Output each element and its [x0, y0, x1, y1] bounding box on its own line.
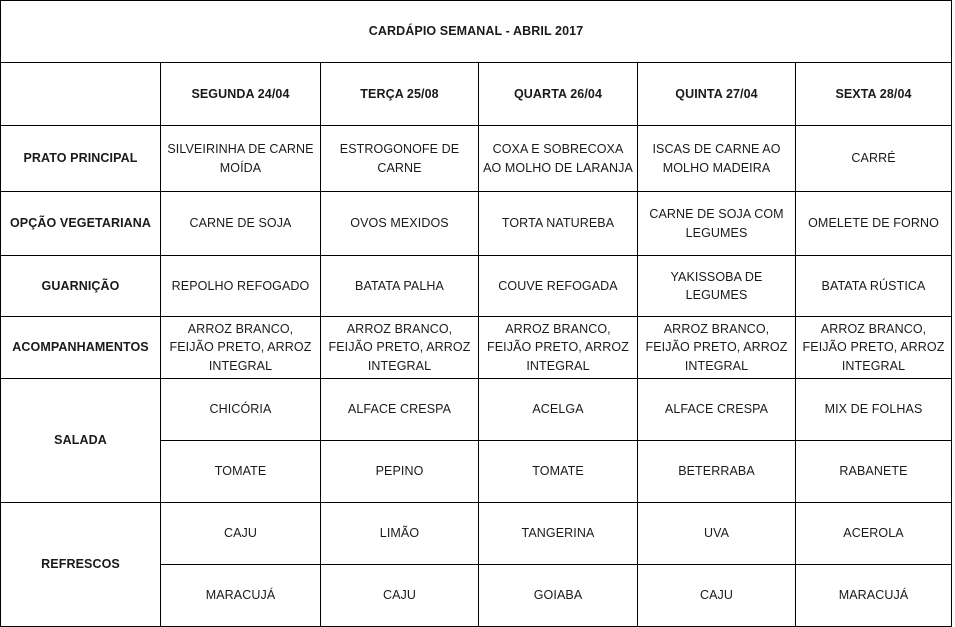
- table-row-refrescos-primary: REFRESCOS CAJU LIMÃO TANGERINA UVA ACERO…: [0, 502, 953, 627]
- day-header-segunda: SEGUNDA 24/04: [160, 62, 321, 126]
- table-row-salada-primary: SALADA CHICÓRIA ALFACE CRESPA ACELGA ALF…: [0, 378, 953, 503]
- cell-salada-segunda-1: CHICÓRIA: [160, 378, 321, 441]
- cell-prato-principal-quarta: COXA E SOBRECOXA AO MOLHO DE LARANJA: [478, 125, 638, 192]
- cell-acompanhamentos-quinta: ARROZ BRANCO, FEIJÃO PRETO, ARROZ INTEGR…: [637, 316, 796, 379]
- cell-refrescos-quarta-1: TANGERINA: [478, 502, 638, 565]
- cell-acompanhamentos-sexta: ARROZ BRANCO, FEIJÃO PRETO, ARROZ INTEGR…: [794, 316, 953, 379]
- cell-salada-quarta-2: TOMATE: [478, 440, 638, 503]
- cell-prato-principal-quinta: ISCAS DE CARNE AO MOLHO MADEIRA: [637, 125, 796, 192]
- cell-refrescos-segunda-1: CAJU: [160, 502, 321, 565]
- table-row-prato-principal: PRATO PRINCIPAL SILVEIRINHA DE CARNE MOÍ…: [0, 125, 953, 192]
- cell-opcao-vegetariana-terca: OVOS MEXIDOS: [320, 191, 479, 256]
- cell-refrescos-quinta-2: CAJU: [637, 564, 796, 627]
- cell-guarnicao-segunda: REPOLHO REFOGADO: [160, 255, 321, 317]
- day-header-sexta: SEXTA 28/04: [794, 62, 953, 126]
- day-header-terca: TERÇA 25/08: [320, 62, 479, 126]
- cell-salada-terca-1: ALFACE CRESPA: [320, 378, 479, 441]
- day-header-quinta: QUINTA 27/04: [637, 62, 796, 126]
- cell-acompanhamentos-segunda: ARROZ BRANCO, FEIJÃO PRETO, ARROZ INTEGR…: [160, 316, 321, 379]
- day-header-quarta: QUARTA 26/04: [478, 62, 638, 126]
- row-label-refrescos: REFRESCOS: [0, 502, 161, 627]
- cell-salada-quarta-1: ACELGA: [478, 378, 638, 441]
- corner-blank-cell: [0, 62, 161, 126]
- table-row-title: CARDÁPIO SEMANAL - ABRIL 2017: [0, 0, 953, 63]
- cell-refrescos-sexta-1: ACEROLA: [794, 502, 953, 565]
- cell-prato-principal-sexta: CARRÉ: [794, 125, 953, 192]
- cell-refrescos-terca-2: CAJU: [320, 564, 479, 627]
- cell-opcao-vegetariana-segunda: CARNE DE SOJA: [160, 191, 321, 256]
- cell-refrescos-terca-1: LIMÃO: [320, 502, 479, 565]
- cell-acompanhamentos-terca: ARROZ BRANCO, FEIJÃO PRETO, ARROZ INTEGR…: [320, 316, 479, 379]
- cell-guarnicao-terca: BATATA PALHA: [320, 255, 479, 317]
- cell-salada-segunda-2: TOMATE: [160, 440, 321, 503]
- cell-refrescos-sexta-2: MARACUJÁ: [794, 564, 953, 627]
- cell-salada-sexta-2: RABANETE: [794, 440, 953, 503]
- table-row-day-headers: SEGUNDA 24/04 TERÇA 25/08 QUARTA 26/04 Q…: [0, 62, 953, 126]
- cell-acompanhamentos-quarta: ARROZ BRANCO, FEIJÃO PRETO, ARROZ INTEGR…: [478, 316, 638, 379]
- cell-refrescos-quarta-2: GOIABA: [478, 564, 638, 627]
- row-label-guarnicao: GUARNIÇÃO: [0, 255, 161, 317]
- cell-salada-quinta-2: BETERRABA: [637, 440, 796, 503]
- cell-salada-quinta-1: ALFACE CRESPA: [637, 378, 796, 441]
- table-row-opcao-vegetariana: OPÇÃO VEGETARIANA CARNE DE SOJA OVOS MEX…: [0, 191, 953, 256]
- cell-opcao-vegetariana-quarta: TORTA NATUREBA: [478, 191, 638, 256]
- cell-opcao-vegetariana-sexta: OMELETE DE FORNO: [794, 191, 953, 256]
- row-label-opcao-vegetariana: OPÇÃO VEGETARIANA: [0, 191, 161, 256]
- table-row-salada-secondary: TOMATE PEPINO TOMATE BETERRABA RABANETE: [1, 440, 953, 503]
- cell-guarnicao-quarta: COUVE REFOGADA: [478, 255, 638, 317]
- row-label-acompanhamentos: ACOMPANHAMENTOS: [0, 316, 161, 379]
- cell-guarnicao-sexta: BATATA RÚSTICA: [794, 255, 953, 317]
- table-row-guarnicao: GUARNIÇÃO REPOLHO REFOGADO BATATA PALHA …: [0, 255, 953, 317]
- cell-refrescos-segunda-2: MARACUJÁ: [160, 564, 321, 627]
- row-label-salada: SALADA: [0, 378, 161, 503]
- cell-salada-sexta-1: MIX DE FOLHAS: [794, 378, 953, 441]
- page-title: CARDÁPIO SEMANAL - ABRIL 2017: [0, 0, 953, 63]
- table-row-acompanhamentos: ACOMPANHAMENTOS ARROZ BRANCO, FEIJÃO PRE…: [0, 316, 953, 379]
- cell-prato-principal-terca: ESTROGONOFE DE CARNE: [320, 125, 479, 192]
- cell-prato-principal-segunda: SILVEIRINHA DE CARNE MOÍDA: [160, 125, 321, 192]
- row-label-prato-principal: PRATO PRINCIPAL: [0, 125, 161, 192]
- cell-salada-terca-2: PEPINO: [320, 440, 479, 503]
- cell-opcao-vegetariana-quinta: CARNE DE SOJA COM LEGUMES: [637, 191, 796, 256]
- cell-guarnicao-quinta: YAKISSOBA DE LEGUMES: [637, 255, 796, 317]
- cell-refrescos-quinta-1: UVA: [637, 502, 796, 565]
